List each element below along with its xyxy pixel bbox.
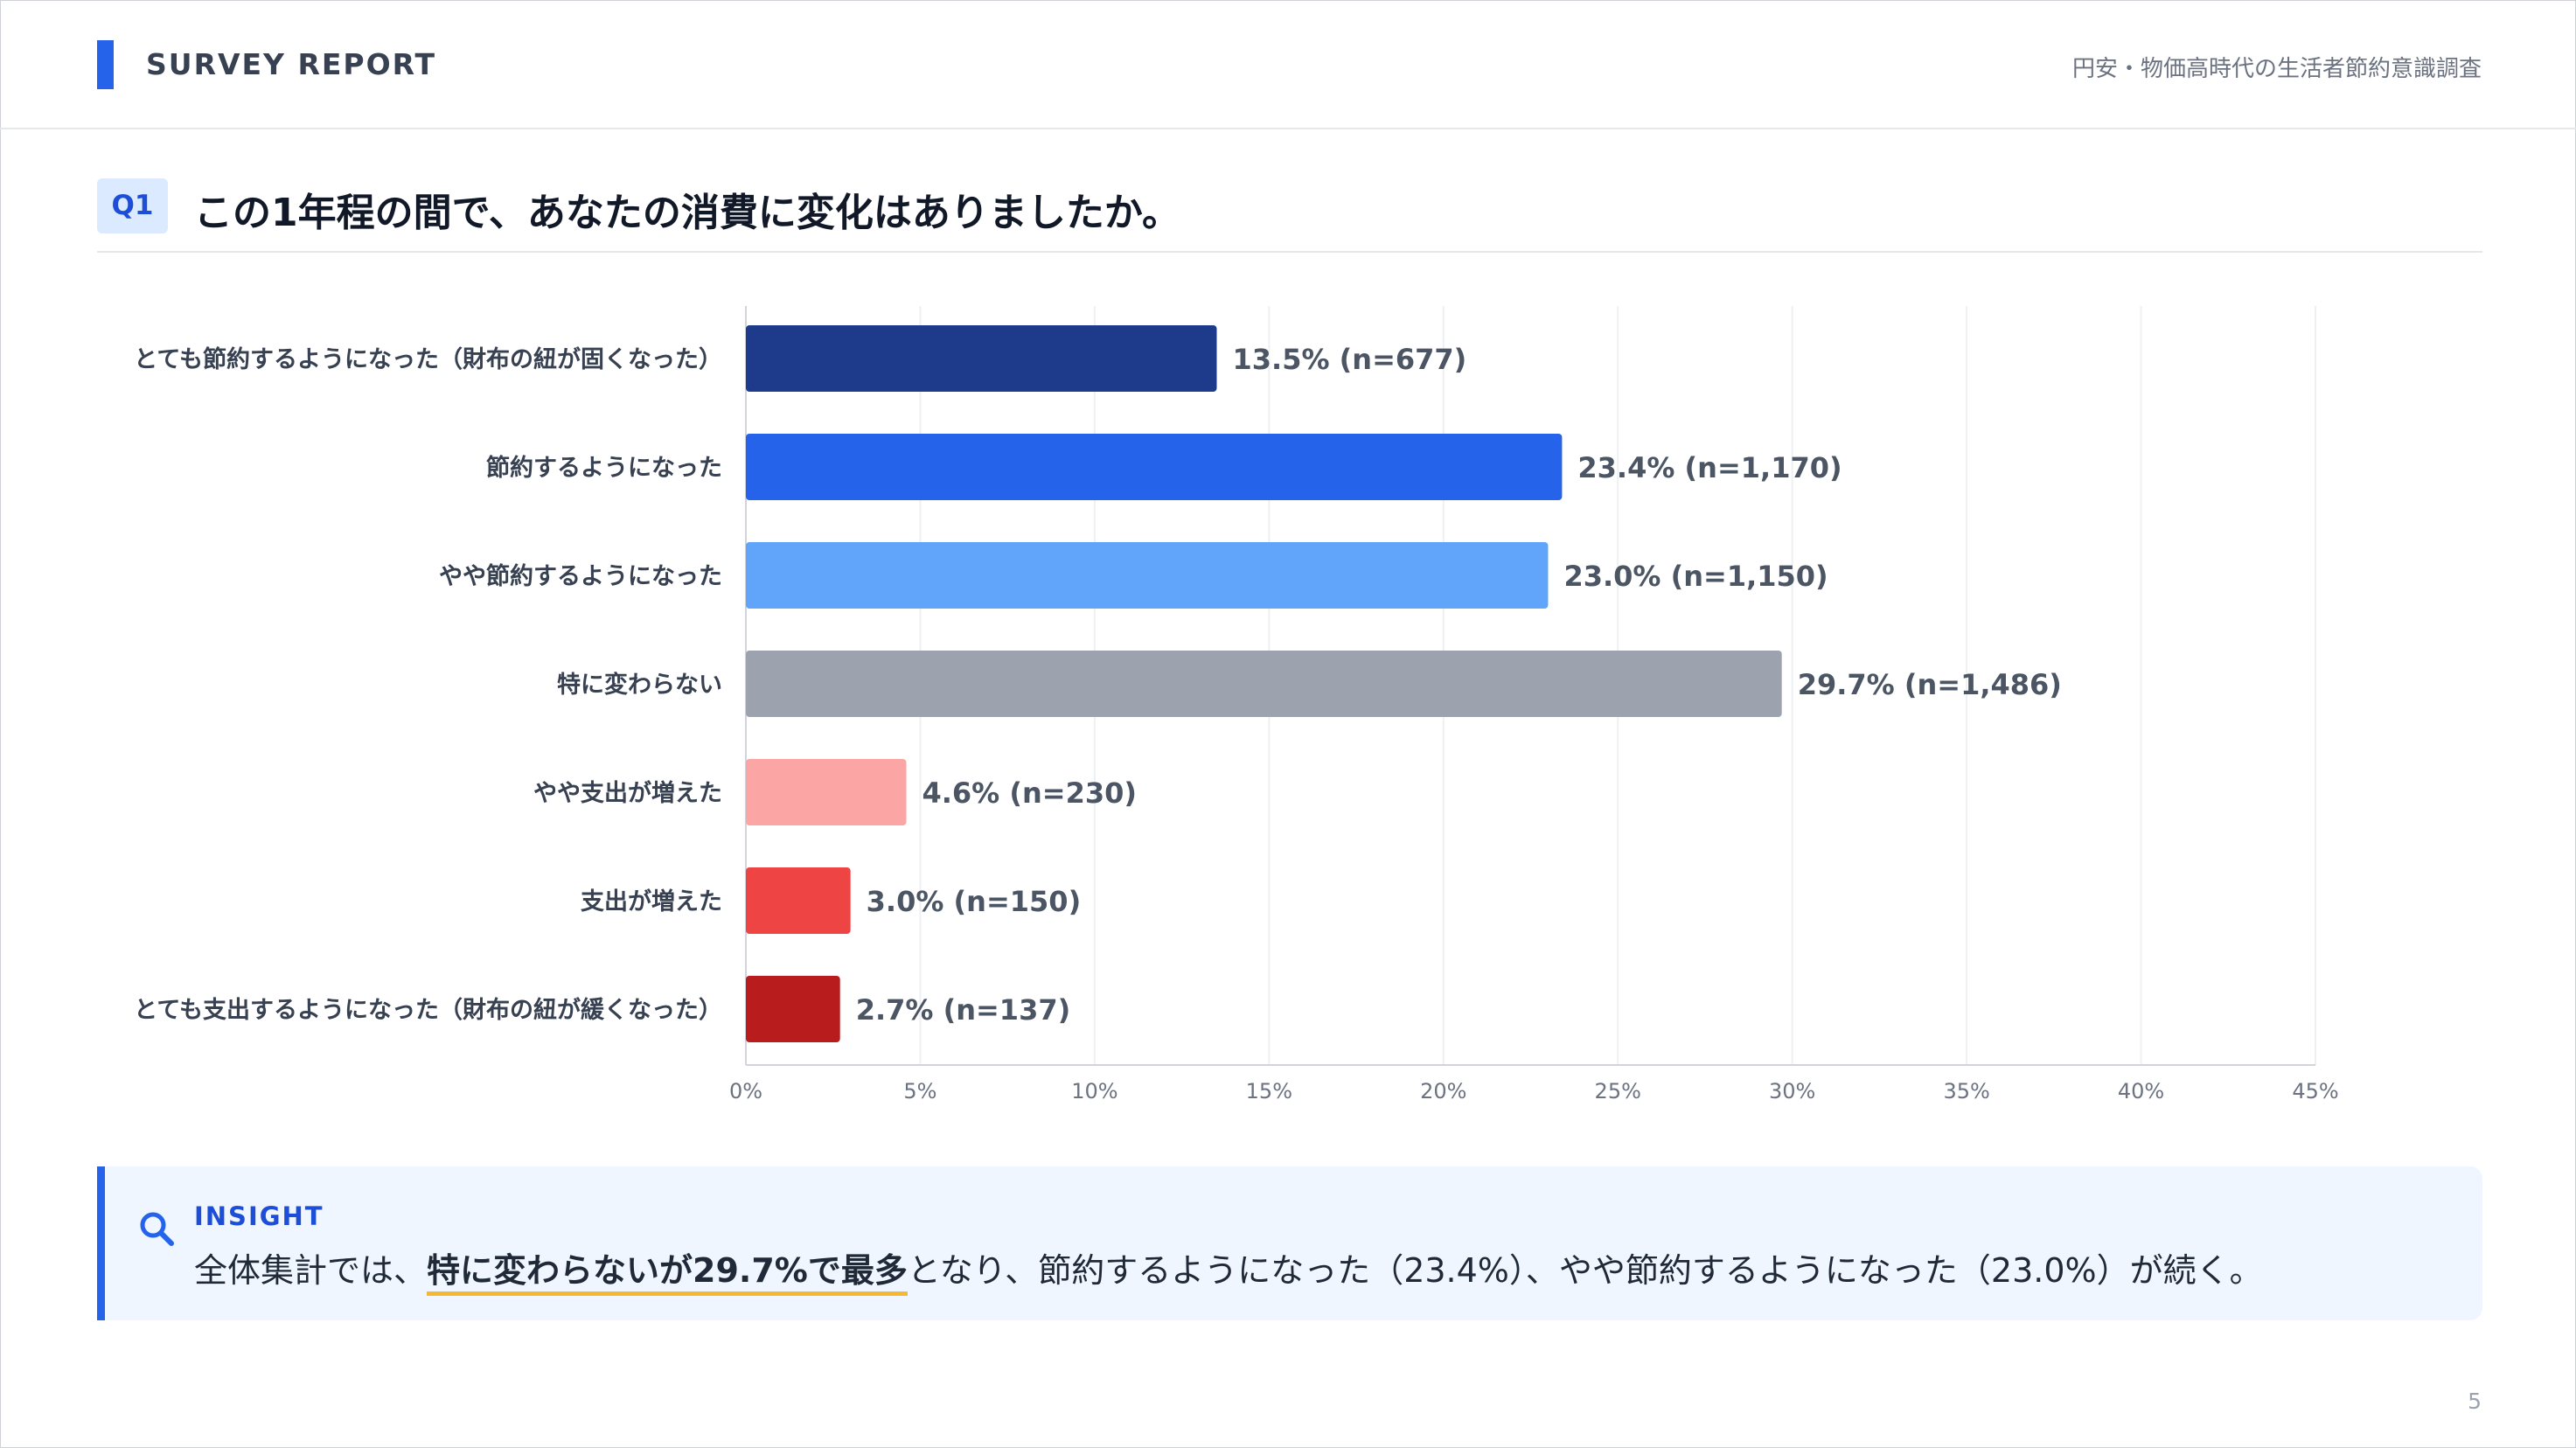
search-icon xyxy=(140,1212,174,1246)
x-tick-label: 30% xyxy=(1769,1079,1815,1103)
insight-box: INSIGHT 全体集計では、特に変わらないが29.7%で最多となり、節約するよ… xyxy=(97,1166,2482,1320)
bar xyxy=(746,976,840,1042)
x-tick-label: 15% xyxy=(1246,1079,1292,1103)
data-label: 2.7% (n=137) xyxy=(856,993,1071,1027)
question-title: この1年程の間で、あなたの消費に変化はありましたか。 xyxy=(194,191,1180,235)
category-label: やや支出が増えた xyxy=(533,779,722,807)
x-tick-label: 45% xyxy=(2292,1079,2338,1103)
bar xyxy=(746,759,907,825)
bar xyxy=(746,867,851,934)
report-header: SURVEY REPORT 円安・物価高時代の生活者節約意識調査 xyxy=(0,0,2576,129)
data-label: 29.7% (n=1,486) xyxy=(1798,668,2062,701)
insight-text-lead: 全体集計では、 xyxy=(194,1251,428,1290)
header-accent-bar xyxy=(97,40,114,89)
question-divider xyxy=(97,251,2482,253)
category-label: とても節約するようになった（財布の紐が固くなった） xyxy=(134,345,722,373)
x-tick-label: 20% xyxy=(1420,1079,1466,1103)
bar xyxy=(746,434,1563,500)
report-subtitle: 円安・物価高時代の生活者節約意識調査 xyxy=(2071,56,2482,82)
category-label: 特に変わらない xyxy=(557,671,722,699)
bar xyxy=(746,651,1782,717)
x-tick-label: 35% xyxy=(1943,1079,1989,1103)
insight-text-rest: となり、節約するようになった（23.4%）、やや節約するようになった（23.0%… xyxy=(907,1251,2263,1290)
data-label: 23.4% (n=1,170) xyxy=(1577,451,1841,484)
report-title: SURVEY REPORT xyxy=(146,47,437,81)
insight-accent-bar xyxy=(97,1166,105,1320)
x-tick-label: 10% xyxy=(1071,1079,1117,1103)
x-tick-label: 25% xyxy=(1595,1079,1641,1103)
category-label: とても支出するようになった（財布の紐が緩くなった） xyxy=(134,996,722,1024)
category-label: やや節約するようになった xyxy=(439,562,722,590)
category-label: 節約するようになった xyxy=(486,454,722,482)
data-label: 3.0% (n=150) xyxy=(867,885,1082,918)
page-number: 5 xyxy=(2468,1389,2482,1414)
category-label: 支出が増えた xyxy=(581,888,722,915)
insight-label: INSIGHT xyxy=(194,1201,324,1231)
data-label: 4.6% (n=230) xyxy=(922,776,1137,810)
question-badge: Q1 xyxy=(97,178,168,233)
bar xyxy=(746,542,1549,609)
bar-chart: 0% 5% 10% 15% 20% 25% 30% 35% 40% 45% とても節約するようになっ… xyxy=(134,306,2339,1103)
x-tick-label: 40% xyxy=(2118,1079,2164,1103)
data-label: 23.0% (n=1,150) xyxy=(1563,560,1828,593)
insight-highlight: 特に変わらないが29.7%で最多 xyxy=(427,1251,908,1296)
x-tick-label: 0% xyxy=(729,1079,762,1103)
bar xyxy=(746,325,1217,392)
insight-text: 全体集計では、特に変わらないが29.7%で最多となり、節約するようになった（23… xyxy=(194,1243,2263,1296)
data-label: 13.5% (n=677) xyxy=(1233,343,1467,376)
x-tick-label: 5% xyxy=(903,1079,936,1103)
